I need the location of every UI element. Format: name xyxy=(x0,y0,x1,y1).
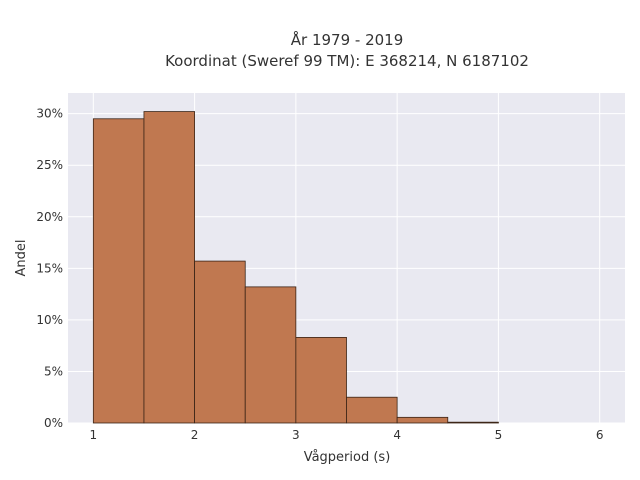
histogram-bar xyxy=(244,286,297,424)
y-tick-label: 30% xyxy=(36,107,63,121)
histogram-bar xyxy=(447,421,499,424)
histogram-bar xyxy=(346,396,398,424)
y-tick-label: 25% xyxy=(36,158,63,172)
y-tick-label: 5% xyxy=(44,364,63,378)
bars xyxy=(92,111,499,424)
x-tick-label: 2 xyxy=(191,428,199,442)
y-tick-labels: 0% 5% 10% 15% 20% 25% 30% xyxy=(36,107,63,430)
x-tick-labels: 1 2 3 4 5 6 xyxy=(89,428,603,442)
x-tick-label: 4 xyxy=(393,428,401,442)
y-tick-label: 20% xyxy=(36,210,63,224)
histogram-bar xyxy=(92,118,145,424)
y-axis-title: Andel xyxy=(14,240,29,277)
x-axis-title: Vågperiod (s) xyxy=(304,450,391,465)
x-tick-label: 6 xyxy=(596,428,604,442)
x-tick-label: 1 xyxy=(89,428,97,442)
chart-title-line2: Koordinat (Sweref 99 TM): E 368214, N 61… xyxy=(165,52,529,70)
x-tick-label: 3 xyxy=(292,428,300,442)
histogram-bar xyxy=(194,260,246,424)
histogram-bar xyxy=(396,416,449,424)
x-tick-label: 5 xyxy=(495,428,503,442)
y-tick-label: 15% xyxy=(36,261,63,275)
y-tick-label: 0% xyxy=(44,416,63,430)
chart-title-line1: År 1979 - 2019 xyxy=(291,30,404,49)
histogram-bar xyxy=(295,337,347,424)
histogram-bar xyxy=(143,111,195,424)
y-tick-label: 10% xyxy=(36,313,63,327)
